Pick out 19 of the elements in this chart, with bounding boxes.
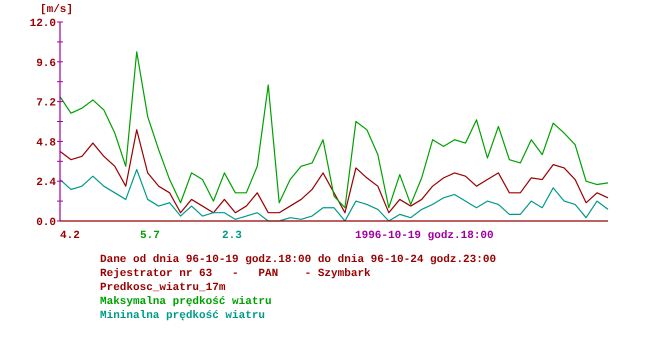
y-tick-label: 4.8 <box>36 137 56 150</box>
y-tick-label: 7.2 <box>36 98 56 110</box>
y-tick-label: 9.6 <box>36 58 56 70</box>
text: 1996-10-19 godz.18:00 <box>355 230 494 242</box>
text: 2.3 <box>222 230 242 242</box>
text: Maksymalna prędkość wiatru <box>100 296 272 308</box>
y-axis-title: [m/s] <box>40 4 74 16</box>
line-series <box>59 51 609 208</box>
text: Rejestrator nr 63 - PAN - Szymbark <box>100 268 372 280</box>
text: 5.7 <box>140 230 160 242</box>
y-tick-label: 0.0 <box>36 217 56 229</box>
text: Mininalna prędkość wiatru <box>100 310 266 322</box>
text: Predkosc_wiatru_17m <box>100 282 226 294</box>
text: 4.2 <box>60 230 80 242</box>
line-series <box>59 129 609 214</box>
y-tick-label: 12.0 <box>30 18 56 30</box>
line-series <box>59 168 609 222</box>
y-tick-label: 2.4 <box>36 177 56 190</box>
text: Dane od dnia 96-10-19 godz.18:00 do dnia 96-10-24 godz.23:00 <box>100 254 496 266</box>
